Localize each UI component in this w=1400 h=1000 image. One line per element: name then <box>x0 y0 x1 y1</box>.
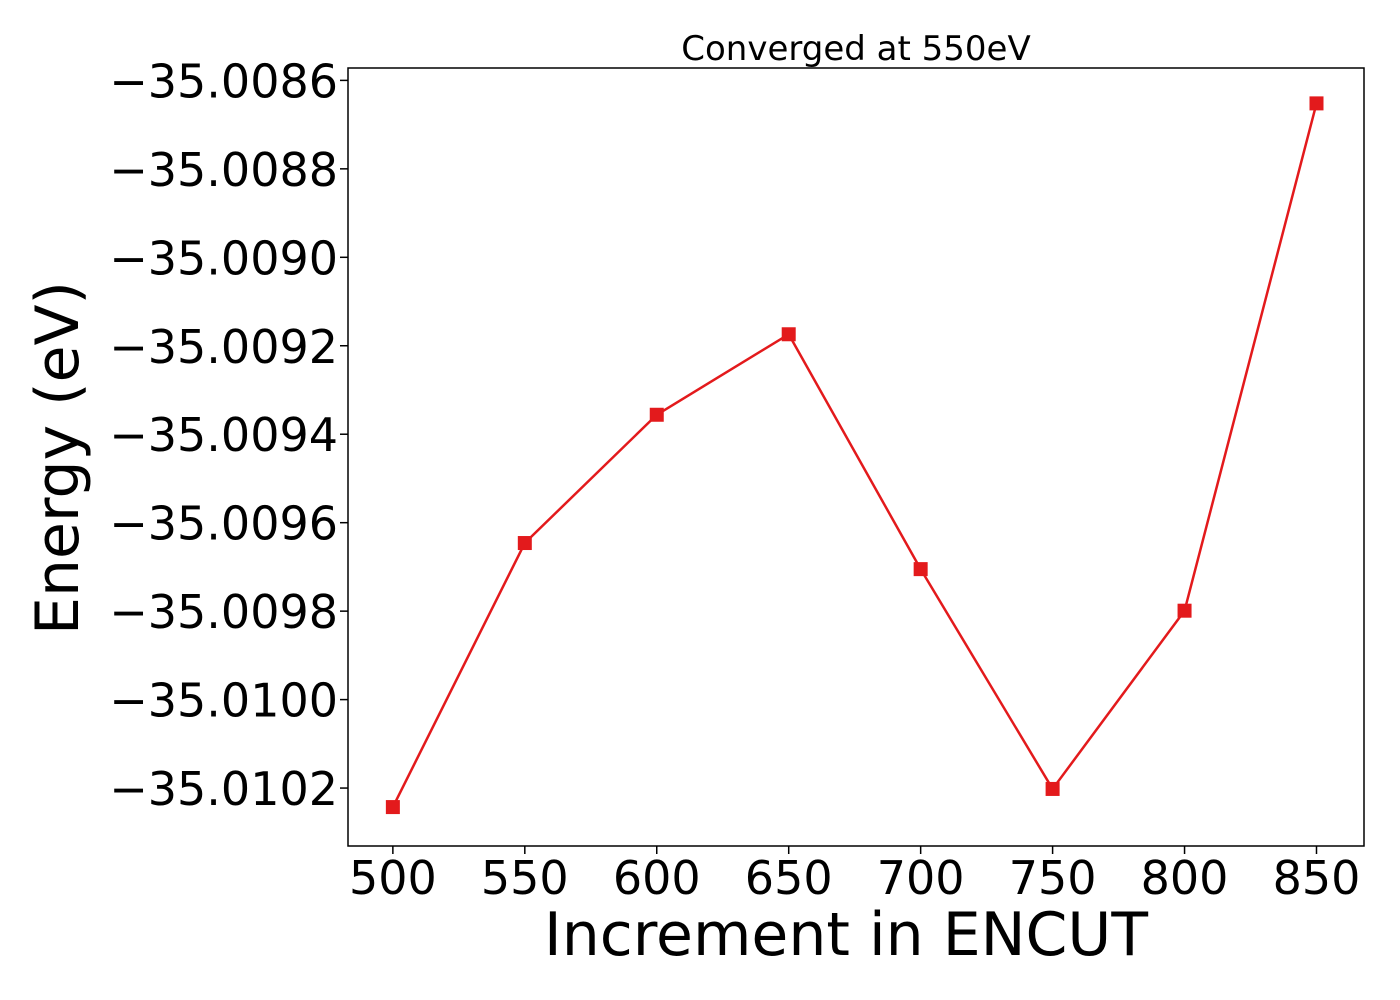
y-tick-label: −35.0090 <box>109 231 338 285</box>
plot-frame <box>347 67 1365 847</box>
y-tick-label: −35.0096 <box>109 497 338 551</box>
data-point-marker <box>1177 603 1192 618</box>
y-tick-label: −35.0086 <box>109 54 338 108</box>
data-point-marker <box>1309 96 1324 111</box>
y-tick-label: −35.0094 <box>109 408 338 462</box>
x-axis-label: Increment in ENCUT <box>544 900 1148 970</box>
y-axis-label: Energy (eV) <box>23 281 93 635</box>
data-point-marker <box>517 536 532 551</box>
x-tick-label: 800 <box>1141 851 1229 905</box>
chart-title: Converged at 550eV <box>681 29 1030 69</box>
y-axis-ticks: −35.0086 −35.0088 −35.0090 −35.0092 −35.0094… <box>109 54 348 816</box>
data-point-marker <box>385 800 400 815</box>
y-tick-label: −35.0092 <box>109 320 338 374</box>
plot-area-background <box>348 68 1364 846</box>
data-point-marker <box>1045 781 1060 796</box>
y-tick-label: −35.0102 <box>109 762 338 816</box>
x-tick-label: 850 <box>1273 851 1361 905</box>
x-tick-label: 550 <box>481 851 569 905</box>
x-tick-label: 500 <box>349 851 437 905</box>
data-point-marker <box>913 562 928 577</box>
x-tick-label: 600 <box>613 851 701 905</box>
data-point-marker <box>781 327 796 342</box>
x-tick-label: 700 <box>877 851 965 905</box>
series-line <box>391 103 1318 808</box>
y-tick-label: −35.0098 <box>109 585 338 639</box>
x-tick-label: 650 <box>745 851 833 905</box>
data-point-marker <box>649 407 664 422</box>
x-axis-ticks: 500 550 600 650 700 750 800 850 <box>349 846 1360 905</box>
y-tick-label: −35.0088 <box>109 143 338 197</box>
y-tick-label: −35.0100 <box>109 674 338 728</box>
x-tick-label: 750 <box>1009 851 1097 905</box>
series-layer <box>385 96 1324 815</box>
